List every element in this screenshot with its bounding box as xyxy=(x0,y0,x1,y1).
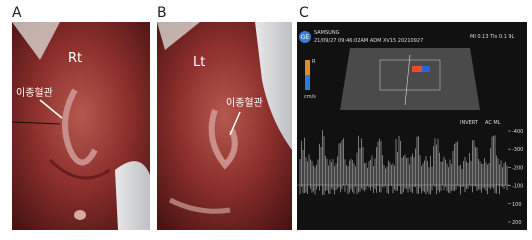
panel-label: B xyxy=(157,5,167,21)
scale-label: -200 xyxy=(512,165,523,171)
scale-label: -300 xyxy=(512,147,523,153)
photo-b: Lt 이종혈관 xyxy=(157,22,292,230)
ultrasound: GE SAMSUNG 21/09/27 09:46:02AM ADM XV15 … xyxy=(297,22,527,230)
photo-a: Rt 이종혈관 xyxy=(12,22,150,230)
header: 21/09/27 09:46:02AM ADM XV15 20210927 xyxy=(314,38,423,44)
annotation: 이종혈관 xyxy=(226,96,263,109)
mode: INVERT xyxy=(460,120,479,126)
scale-label: 200 xyxy=(512,220,522,226)
unit: cm/s xyxy=(304,94,316,100)
panel-label: C xyxy=(299,5,309,21)
panel-label: A xyxy=(12,5,22,21)
scale-label: 100 xyxy=(512,202,522,208)
color-key: R xyxy=(312,59,316,65)
scale-label: -100 xyxy=(512,184,523,190)
side-label: Lt xyxy=(193,55,205,70)
maker: SAMSUNG xyxy=(314,30,340,36)
settings: MI 0.13 TIs 0.1 9L xyxy=(470,34,515,40)
annotation: 이종혈관 xyxy=(16,86,53,99)
brand: GE xyxy=(301,34,310,41)
scale-label: -400 xyxy=(512,129,523,135)
side-label: Rt xyxy=(68,51,82,66)
mode2: AC ML xyxy=(485,120,501,126)
